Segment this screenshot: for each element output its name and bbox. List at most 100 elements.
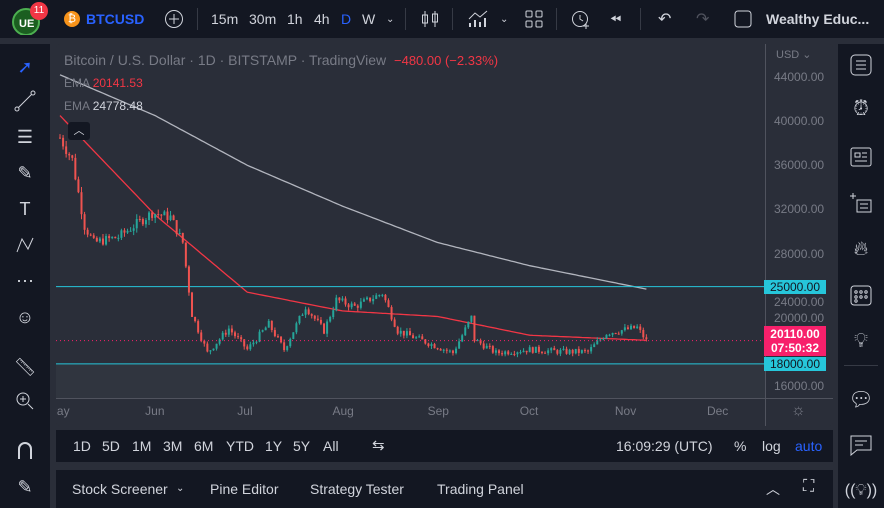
candle bbox=[519, 352, 522, 354]
last-price-tag: 20110.00 07:50:32 bbox=[764, 326, 826, 356]
candle bbox=[513, 353, 516, 355]
period-ytd[interactable]: YTD bbox=[226, 438, 254, 454]
candle bbox=[184, 242, 187, 267]
candles-icon[interactable] bbox=[421, 0, 439, 38]
replay-icon[interactable]: ⏪︎ bbox=[610, 10, 622, 27]
percent-toggle[interactable]: % bbox=[734, 438, 747, 454]
pattern-icon[interactable] bbox=[12, 232, 38, 258]
calendar-icon[interactable] bbox=[848, 282, 874, 308]
candle bbox=[458, 341, 461, 349]
interval-1h[interactable]: 1h bbox=[287, 11, 303, 27]
candle bbox=[326, 321, 329, 334]
settings-gear-icon[interactable]: ☼ bbox=[791, 402, 806, 419]
candle bbox=[203, 340, 206, 344]
candle bbox=[313, 315, 316, 319]
comment-icon[interactable] bbox=[848, 432, 874, 458]
candle bbox=[307, 309, 310, 315]
date-range-icon[interactable]: ⇆ bbox=[372, 437, 385, 454]
maximize-icon[interactable]: ⛶ bbox=[803, 478, 815, 495]
candle bbox=[501, 353, 504, 355]
indicators-icon[interactable] bbox=[467, 0, 489, 38]
lock-drawing-icon[interactable]: ✎ bbox=[17, 476, 33, 497]
fib-lines-icon[interactable]: ☰ bbox=[16, 126, 34, 147]
candle bbox=[126, 230, 129, 233]
undo-icon[interactable]: ↶ bbox=[658, 11, 672, 28]
candle bbox=[381, 294, 384, 296]
period-all[interactable]: All bbox=[323, 438, 339, 454]
chart-pane[interactable]: Bitcoin / U.S. Dollar · 1D · BITSTAMP · … bbox=[56, 44, 833, 426]
candle bbox=[445, 349, 448, 351]
brush-icon[interactable]: ✎ bbox=[17, 162, 33, 183]
watchlist-icon[interactable] bbox=[848, 52, 874, 78]
ema-legend-1[interactable]: EMA 20141.53 bbox=[64, 76, 143, 90]
redo-icon[interactable]: ↷ bbox=[696, 11, 710, 28]
emoji-icon[interactable]: ☺ bbox=[15, 306, 35, 327]
tab-pine-editor[interactable]: Pine Editor bbox=[210, 481, 279, 497]
interval-w[interactable]: W bbox=[362, 11, 376, 27]
chevron-down-icon[interactable]: ⌄ bbox=[176, 483, 185, 494]
streams-icon[interactable]: ((💡︎)) bbox=[844, 482, 878, 499]
candle bbox=[510, 353, 513, 355]
candle bbox=[83, 214, 86, 230]
candle bbox=[565, 348, 568, 354]
candle bbox=[633, 325, 636, 329]
log-toggle[interactable]: log bbox=[762, 438, 781, 454]
currency-selector[interactable]: USD ⌄ bbox=[776, 49, 812, 61]
interval-30m[interactable]: 30m bbox=[249, 11, 277, 27]
tab-strategy-tester[interactable]: Strategy Tester bbox=[310, 481, 404, 497]
collapse-legend-button[interactable]: ︿ bbox=[68, 122, 90, 140]
chevron-down-icon[interactable]: ⌄ bbox=[386, 13, 395, 25]
text-icon[interactable]: T bbox=[19, 198, 31, 219]
interval-d[interactable]: D bbox=[341, 11, 352, 27]
candle bbox=[181, 232, 184, 243]
prediction-icon[interactable]: ⋯ bbox=[16, 270, 34, 291]
price-chart[interactable] bbox=[56, 44, 833, 426]
layouts-grid-icon[interactable] bbox=[525, 0, 543, 38]
cursor-icon[interactable]: ➚ bbox=[17, 56, 33, 77]
ideas-lightbulb-icon[interactable]: 💡︎ bbox=[854, 329, 868, 352]
ema-legend-2[interactable]: EMA 24778.48 bbox=[64, 99, 143, 113]
period-1d[interactable]: 1D bbox=[73, 438, 91, 454]
alarm-clock-icon[interactable]: ⏰︎ bbox=[853, 97, 869, 120]
candle bbox=[258, 331, 261, 342]
ruler-icon[interactable]: 📏︎ bbox=[13, 356, 37, 377]
alert-clock-icon[interactable] bbox=[570, 0, 592, 38]
layout-name[interactable]: Wealthy Educ... bbox=[766, 11, 870, 27]
interval-4h[interactable]: 4h bbox=[314, 11, 330, 27]
candle bbox=[276, 336, 279, 338]
bitcoin-icon: ₿ bbox=[64, 11, 80, 27]
period-1y[interactable]: 1Y bbox=[265, 438, 283, 454]
tab-stock-screener[interactable]: Stock Screener bbox=[72, 481, 168, 497]
candle bbox=[218, 339, 221, 344]
candle bbox=[614, 333, 617, 335]
bar-countdown: 07:50:32 bbox=[770, 341, 820, 355]
candle bbox=[412, 335, 415, 339]
tab-trading-panel[interactable]: Trading Panel bbox=[437, 481, 524, 497]
utc-clock[interactable]: 16:09:29 (UTC) bbox=[616, 438, 713, 454]
candle bbox=[230, 328, 233, 333]
trend-line-icon[interactable] bbox=[12, 88, 38, 114]
fullscreen-square-icon[interactable] bbox=[734, 0, 752, 38]
candle bbox=[498, 350, 501, 354]
candle bbox=[528, 347, 531, 353]
symbol-title: Bitcoin / U.S. Dollar · 1D · BITSTAMP · … bbox=[64, 52, 387, 68]
interval-15m[interactable]: 15m bbox=[211, 11, 239, 27]
news-icon[interactable] bbox=[848, 144, 874, 170]
period-3m[interactable]: 3M bbox=[163, 438, 183, 454]
period-6m[interactable]: 6M bbox=[194, 438, 214, 454]
auto-toggle[interactable]: auto bbox=[795, 438, 823, 454]
period-1m[interactable]: 1M bbox=[132, 438, 152, 454]
time-tick: Sep bbox=[427, 404, 449, 418]
symbol-search[interactable]: ₿ BTCUSD bbox=[64, 0, 144, 38]
chevron-down-icon[interactable]: ⌄ bbox=[500, 13, 509, 25]
period-5y[interactable]: 5Y bbox=[293, 438, 311, 454]
chevron-up-icon[interactable]: ︿ bbox=[766, 481, 780, 497]
magnet-icon[interactable] bbox=[12, 438, 38, 464]
zoom-in-icon[interactable] bbox=[12, 388, 38, 414]
chats-icon[interactable]: 💬︎ bbox=[848, 388, 874, 411]
candle bbox=[160, 214, 163, 216]
period-5d[interactable]: 5D bbox=[102, 438, 120, 454]
hotlists-fire-icon[interactable]: 🔥︎ bbox=[853, 237, 869, 260]
add-list-icon[interactable] bbox=[848, 190, 874, 216]
compare-plus-icon[interactable] bbox=[164, 0, 184, 38]
